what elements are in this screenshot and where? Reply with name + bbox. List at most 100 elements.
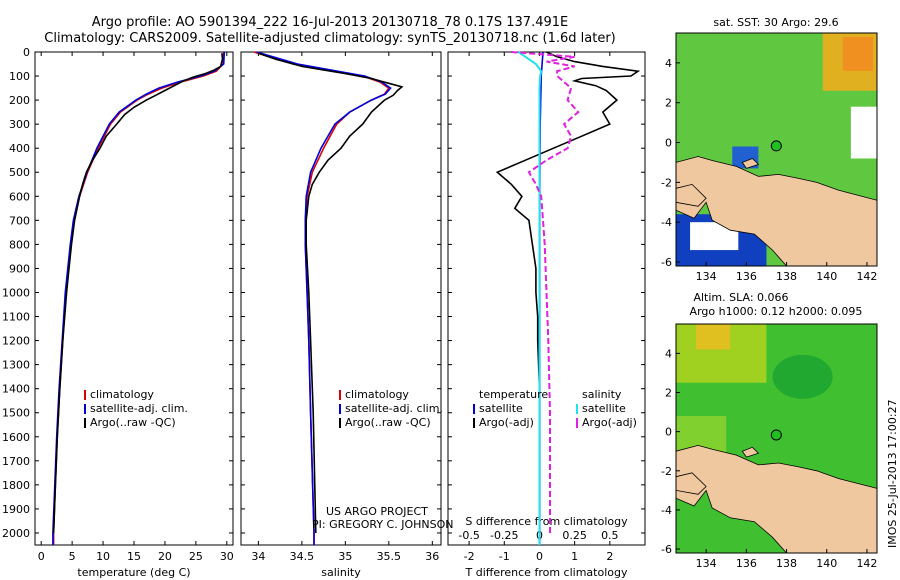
x-tick-label: 34.5 bbox=[290, 550, 315, 563]
y-tick-label: 1200 bbox=[2, 335, 30, 348]
x-tick-label: 35 bbox=[338, 550, 352, 563]
y-tick-label: 2000 bbox=[2, 527, 30, 540]
map-panel-2: 134 136 138 140 142 4 2 0 -2 -4 -6 bbox=[661, 323, 878, 570]
y-tick-label: -2 bbox=[661, 176, 672, 189]
legend-label: satellite-adj. clim. bbox=[345, 402, 443, 415]
x-tick-label: 25 bbox=[189, 550, 203, 563]
top-x-tick-label: 0.25 bbox=[562, 529, 587, 542]
top-x-tick-label: 0.5 bbox=[601, 529, 619, 542]
legend-label: satellite bbox=[479, 402, 523, 415]
map2-title: Altim. SLA: 0.066 bbox=[693, 291, 788, 304]
y-tick-label: 0 bbox=[665, 137, 672, 150]
x-tick-label: 138 bbox=[776, 557, 797, 570]
y-tick-label: 100 bbox=[9, 70, 30, 83]
map-panel-1: 134 136 138 140 142 4 2 0 -2 -4 -6 bbox=[661, 32, 878, 283]
plot-frame bbox=[34, 51, 234, 546]
x-axis-label: salinity bbox=[321, 566, 361, 579]
x-tick-label: 10 bbox=[96, 550, 110, 563]
land-island bbox=[741, 158, 760, 169]
y-tick-label: -6 bbox=[661, 543, 672, 556]
x-tick-label: 0 bbox=[536, 550, 543, 563]
x-tick-label: 2 bbox=[606, 550, 613, 563]
legend-label: satellite bbox=[582, 402, 626, 415]
y-tick-label: 4 bbox=[665, 347, 672, 360]
sla-patch bbox=[696, 324, 731, 350]
legend-label: Argo(..raw -QC) bbox=[90, 416, 176, 429]
legend-label: climatology bbox=[345, 388, 409, 401]
legend-label: salinity bbox=[582, 388, 622, 401]
x-tick-label: 35.5 bbox=[377, 550, 402, 563]
y-tick-label: 500 bbox=[9, 166, 30, 179]
x-tick-label: 136 bbox=[736, 270, 757, 283]
series-line-3 bbox=[258, 52, 404, 534]
y-tick-label: -4 bbox=[661, 216, 672, 229]
credit-pi: PI: GREGORY C. JOHNSON bbox=[312, 518, 454, 531]
timestamp-stamp: IMOS 25-Jul-2013 17:00:27 bbox=[886, 399, 899, 548]
x-tick-label: 34 bbox=[251, 550, 265, 563]
x-tick-label: 134 bbox=[696, 270, 717, 283]
x-tick-label: 142 bbox=[856, 270, 877, 283]
top-x-tick-label: -0.5 bbox=[458, 529, 479, 542]
x-tick-label: 30 bbox=[220, 550, 234, 563]
argo-float-marker bbox=[770, 140, 782, 152]
credit-project: US ARGO PROJECT bbox=[326, 505, 428, 518]
legend-label: temperature bbox=[479, 388, 548, 401]
y-tick-label: 0 bbox=[665, 426, 672, 439]
land-birds-head bbox=[676, 183, 707, 207]
legend-label: Argo(..raw -QC) bbox=[345, 416, 431, 429]
figure-title-line2: Climatology: CARS2009. Satellite-adjuste… bbox=[44, 31, 616, 46]
legend-label: climatology bbox=[90, 388, 154, 401]
legend-label: Argo(-adj) bbox=[582, 416, 637, 429]
y-tick-label: 900 bbox=[9, 262, 30, 275]
series-line-3 bbox=[52, 53, 224, 534]
x-tick-label: 5 bbox=[69, 550, 76, 563]
y-tick-label: 200 bbox=[9, 94, 30, 107]
x-tick-label: -1 bbox=[499, 550, 510, 563]
no-data-patch bbox=[850, 106, 877, 159]
y-tick-label: 800 bbox=[9, 238, 30, 251]
profile-panel-2: 34 34.5 35 35.5 36 salinity climatologysatelli… bbox=[240, 51, 443, 579]
series-line-3 bbox=[517, 51, 543, 545]
y-tick-label: 2 bbox=[665, 387, 672, 400]
y-tick-label: 4 bbox=[665, 57, 672, 70]
warm-patch bbox=[842, 36, 873, 71]
map-frame bbox=[675, 32, 878, 267]
sla-patch bbox=[772, 354, 833, 399]
y-tick-label: 600 bbox=[9, 190, 30, 203]
y-tick-label: 1800 bbox=[2, 479, 30, 492]
x-tick-label: 140 bbox=[816, 557, 837, 570]
land-island bbox=[741, 446, 760, 458]
map2-subtitle: Argo h1000: 0.12 h2000: 0.095 bbox=[690, 305, 863, 318]
y-tick-label: -4 bbox=[661, 504, 672, 517]
x-tick-label: 134 bbox=[696, 557, 717, 570]
land-new-guinea bbox=[676, 156, 877, 266]
legend-label: Argo(-adj) bbox=[479, 416, 534, 429]
map1-title: sat. SST: 30 Argo: 29.6 bbox=[713, 16, 838, 29]
y-tick-label: 300 bbox=[9, 118, 30, 131]
x-axis-label: T difference from climatology bbox=[465, 566, 628, 579]
profile-panel-3: -2 -1 0 1 2 T difference from climatology -0.5… bbox=[447, 51, 646, 579]
y-tick-label: 400 bbox=[9, 142, 30, 155]
figure-title-line1: Argo profile: AO 5901394_222 16-Jul-2013… bbox=[91, 15, 569, 30]
argo-float-marker bbox=[770, 429, 782, 441]
y-tick-label: 1500 bbox=[2, 407, 30, 420]
x-tick-label: 0 bbox=[38, 550, 45, 563]
x-tick-label: 20 bbox=[158, 550, 172, 563]
x-tick-label: 140 bbox=[816, 270, 837, 283]
x-tick-label: 136 bbox=[736, 557, 757, 570]
plot-frame bbox=[240, 51, 442, 546]
x-tick-label: 15 bbox=[127, 550, 141, 563]
x-tick-label: 36 bbox=[425, 550, 439, 563]
series-line-4 bbox=[511, 51, 580, 533]
y-tick-label: 1100 bbox=[2, 311, 30, 324]
top-x-tick-label: -0.25 bbox=[490, 529, 518, 542]
y-tick-label: 700 bbox=[9, 214, 30, 227]
x-tick-label: 1 bbox=[571, 550, 578, 563]
y-tick-label: 1400 bbox=[2, 383, 30, 396]
y-tick-label: -6 bbox=[661, 256, 672, 269]
profile-panel-1: 0100200300400500600700800900100011001200… bbox=[2, 46, 234, 579]
y-tick-label: 1300 bbox=[2, 359, 30, 372]
x-axis-label: temperature (deg C) bbox=[77, 566, 190, 579]
y-tick-label: 2 bbox=[665, 97, 672, 110]
